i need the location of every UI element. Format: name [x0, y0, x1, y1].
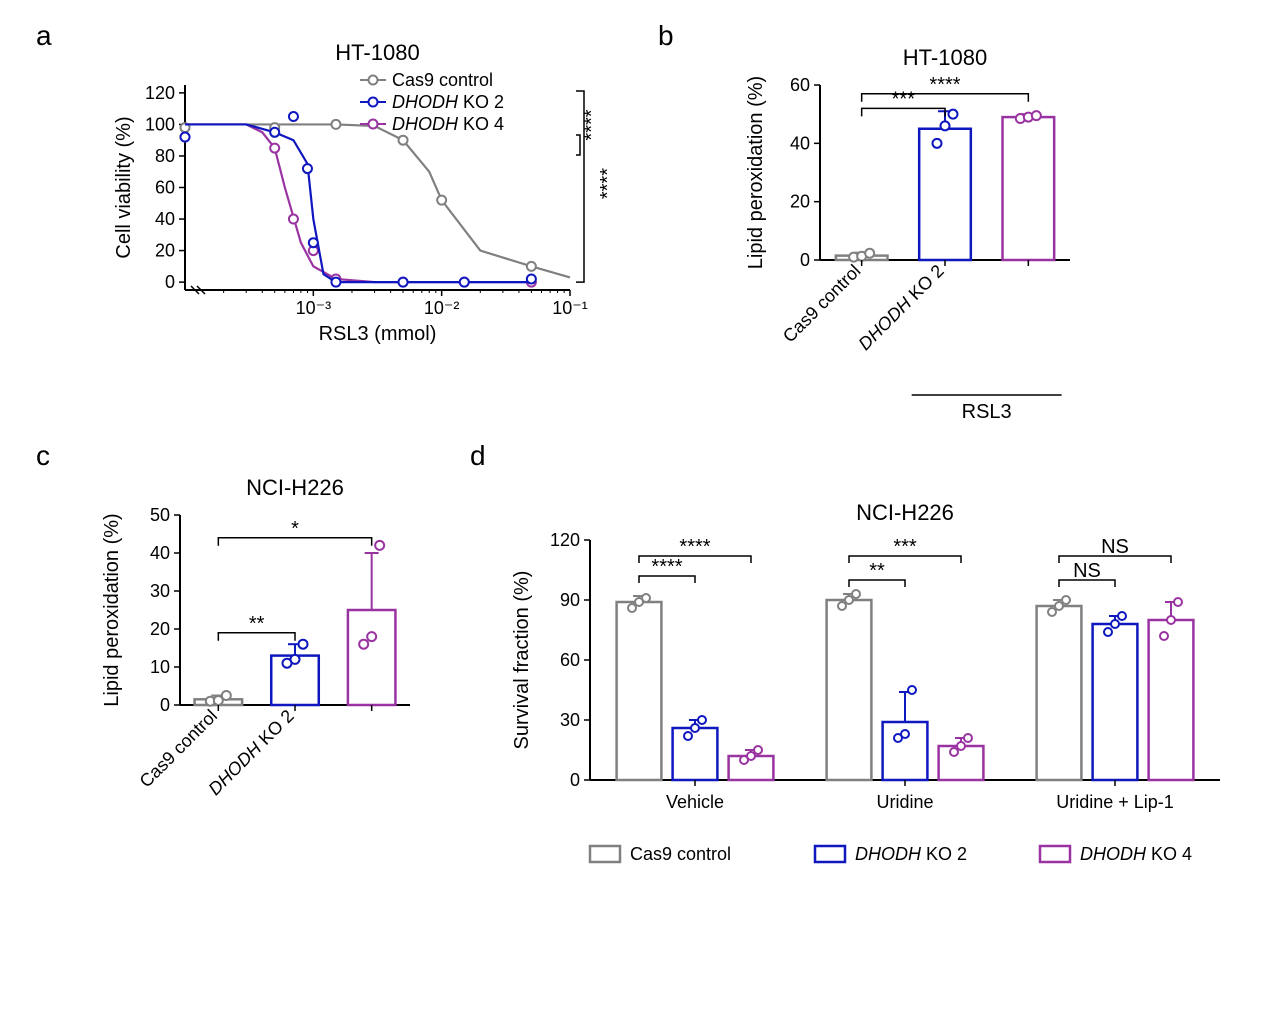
svg-text:**: ** [869, 560, 885, 582]
panel-label-c: c [36, 440, 50, 472]
svg-text:10⁻²: 10⁻² [424, 298, 460, 318]
svg-text:60: 60 [790, 75, 810, 95]
svg-text:NCI-H226: NCI-H226 [246, 475, 344, 500]
svg-text:NS: NS [1101, 536, 1129, 558]
svg-text:DHODH KO 2: DHODH KO 2 [855, 844, 967, 864]
svg-text:80: 80 [155, 146, 175, 166]
panel-a-svg: 0 20 40 60 80 100 120 10⁻³ 10⁻² 10⁻¹ RSL3 (mmol) Ce… [110, 30, 630, 360]
svg-text:Lipid peroxidation (%): Lipid peroxidation (%) [101, 513, 123, 706]
svg-text:****: **** [581, 109, 603, 140]
panel-c: 0 10 20 30 40 50 Lipid peroxidation (%) NCI-H22… [90, 460, 470, 880]
panel-b-svg: 0 20 40 60 Lipid peroxidation (%) HT-1080 Cas9… [740, 30, 1180, 430]
svg-text:NS: NS [1073, 560, 1101, 582]
svg-text:Survival fraction (%): Survival fraction (%) [511, 571, 533, 750]
svg-text:****: **** [679, 536, 710, 558]
svg-text:0: 0 [570, 770, 580, 790]
svg-text:Vehicle: Vehicle [666, 792, 724, 812]
svg-text:NCI-H226: NCI-H226 [856, 500, 954, 525]
svg-text:10⁻³: 10⁻³ [296, 298, 332, 318]
panel-label-b: b [658, 20, 674, 52]
svg-text:60: 60 [155, 178, 175, 198]
svg-text:HT-1080: HT-1080 [903, 45, 987, 70]
svg-text:DHODH KO 2: DHODH KO 2 [854, 261, 947, 354]
svg-text:40: 40 [155, 209, 175, 229]
panel-c-svg: 0 10 20 30 40 50 Lipid peroxidation (%) NCI-H22… [90, 460, 470, 880]
svg-text:Cas9 control: Cas9 control [630, 844, 731, 864]
svg-text:Lipid peroxidation (%): Lipid peroxidation (%) [745, 76, 767, 269]
svg-text:40: 40 [150, 543, 170, 563]
svg-text:RSL3: RSL3 [962, 401, 1012, 423]
svg-text:Cas9 control: Cas9 control [779, 261, 865, 347]
svg-text:0: 0 [800, 250, 810, 270]
svg-text:30: 30 [150, 581, 170, 601]
svg-text:90: 90 [560, 590, 580, 610]
svg-text:HT-1080: HT-1080 [335, 40, 419, 65]
svg-text:DHODH KO 4: DHODH KO 4 [1080, 844, 1192, 864]
panel-d-svg: 0 30 60 90 120 Survival fraction (%) NCI-H226 *… [500, 460, 1260, 980]
svg-text:*: * [291, 518, 299, 540]
svg-text:100: 100 [145, 114, 175, 134]
svg-text:20: 20 [150, 619, 170, 639]
svg-text:RSL3 (mmol): RSL3 (mmol) [319, 323, 437, 345]
svg-text:Cell viability (%): Cell viability (%) [113, 116, 135, 258]
svg-text:DHODH KO 2: DHODH KO 2 [392, 92, 504, 112]
svg-text:****: **** [929, 74, 960, 96]
panel-label-d: d [470, 440, 486, 472]
panel-d: 0 30 60 90 120 Survival fraction (%) NCI-H226 *… [500, 460, 1260, 980]
svg-text:40: 40 [790, 133, 810, 153]
svg-text:***: *** [893, 536, 917, 558]
figure-root: a b c d 02040608010012010⁻³10⁻²10⁻¹RSL3 … [0, 0, 1280, 1036]
svg-text:Uridine: Uridine [876, 792, 933, 812]
svg-text:Cas9 control: Cas9 control [392, 70, 493, 90]
svg-text:Uridine + Lip-1: Uridine + Lip-1 [1056, 792, 1174, 812]
panel-label-a: a [36, 20, 52, 52]
svg-text:0: 0 [160, 695, 170, 715]
svg-text:120: 120 [145, 83, 175, 103]
svg-text:Cas9 control: Cas9 control [136, 706, 222, 792]
svg-text:DHODH KO 4: DHODH KO 4 [392, 114, 504, 134]
svg-text:**: ** [249, 613, 265, 635]
svg-text:120: 120 [550, 530, 580, 550]
svg-text:10⁻¹: 10⁻¹ [552, 298, 588, 318]
svg-text:****: **** [651, 556, 682, 578]
panel-b: 0 20 40 60 Lipid peroxidation (%) HT-1080 Cas9… [740, 30, 1180, 430]
svg-text:20: 20 [790, 192, 810, 212]
svg-text:30: 30 [560, 710, 580, 730]
svg-text:20: 20 [155, 241, 175, 261]
svg-text:50: 50 [150, 505, 170, 525]
svg-text:0: 0 [165, 272, 175, 292]
svg-text:60: 60 [560, 650, 580, 670]
panel-a: 0 20 40 60 80 100 120 10⁻³ 10⁻² 10⁻¹ RSL3 (mmol) Ce… [110, 30, 630, 360]
svg-text:10: 10 [150, 657, 170, 677]
svg-text:***: *** [892, 88, 916, 110]
svg-text:****: **** [597, 168, 619, 199]
